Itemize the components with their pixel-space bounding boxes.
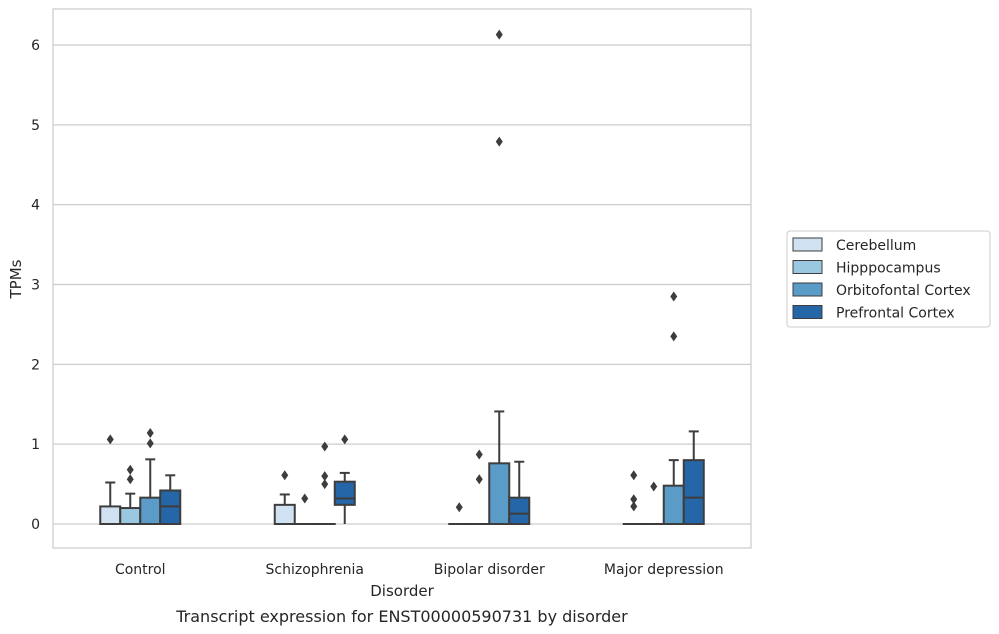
y-tick-label: 3: [31, 278, 40, 294]
plot-frame: [52, 8, 752, 549]
box-body: [508, 496, 531, 525]
y-axis-label: TPMs: [7, 259, 25, 299]
box-prefrontal-cortex: [333, 434, 356, 524]
outlier-point: [495, 29, 503, 40]
box-body: [99, 505, 122, 526]
outlier-point: [146, 438, 154, 449]
box-body: [333, 480, 356, 506]
outlier-point: [630, 494, 638, 505]
box-body: [682, 459, 705, 525]
outlier-point: [670, 291, 678, 302]
box-body: [662, 484, 685, 525]
legend-swatch: [792, 305, 823, 319]
chart-caption: Transcript expression for ENST0000059073…: [175, 607, 628, 626]
outlier-point: [281, 470, 289, 481]
x-axis-label: Disorder: [370, 582, 434, 600]
legend-swatch: [792, 282, 823, 297]
gridlines: [53, 44, 751, 525]
x-tick-label: Major depression: [604, 562, 724, 578]
box-prefrontal-cortex: [508, 460, 531, 525]
box-body: [139, 496, 162, 525]
y-tick-labels: 0 1 2 3 4 5 6: [31, 38, 40, 533]
outlier-point: [495, 136, 503, 147]
outlier-point: [146, 427, 154, 438]
box-orbitofontal-cortex: [313, 441, 336, 526]
box-hipppocampus: [642, 481, 665, 526]
outlier-point: [106, 434, 114, 445]
legend-label: Cerebellum: [836, 238, 916, 254]
box-hipppocampus: [293, 493, 316, 526]
y-tick-label: 4: [31, 198, 40, 214]
x-tick-label: Schizophrenia: [266, 562, 364, 578]
box-orbitofontal-cortex: [139, 427, 162, 525]
box-body: [119, 507, 142, 525]
y-tick-label: 1: [31, 437, 40, 453]
legend-label: Orbitofontal Cortex: [836, 283, 971, 299]
outlier-point: [301, 493, 309, 504]
box-body: [488, 462, 511, 525]
legend-frame: [786, 230, 991, 328]
legend-label: Hipppocampus: [836, 261, 941, 277]
y-tick-label: 5: [31, 118, 40, 134]
legend: Cerebellum Hipppocampus Orbitofontal Corte…: [786, 230, 991, 328]
box-orbitofontal-cortex: [488, 29, 511, 525]
legend-swatch: [792, 260, 823, 274]
y-tick-label: 2: [31, 357, 40, 373]
outlier-point: [670, 331, 678, 342]
outlier-point: [630, 470, 638, 481]
outlier-point: [126, 474, 134, 485]
outlier-point: [341, 434, 349, 445]
box-prefrontal-cortex: [682, 430, 705, 525]
box-prefrontal-cortex: [159, 474, 182, 525]
outlier-point: [475, 474, 483, 485]
x-tick-labels: Control Schizophrenia Bipolar disorder Majo…: [115, 562, 724, 578]
outlier-point: [321, 479, 329, 490]
outlier-point: [630, 501, 638, 512]
box-groups: [99, 29, 705, 526]
outlier-point: [650, 481, 658, 492]
outlier-point: [321, 441, 329, 452]
box-cerebellum: [273, 470, 296, 525]
legend-swatch: [792, 237, 823, 252]
outlier-point: [455, 502, 463, 513]
outlier-point: [126, 464, 134, 475]
y-tick-label: 6: [31, 38, 40, 54]
y-tick-label: 0: [31, 517, 40, 533]
box-hipppocampus: [119, 464, 142, 525]
x-tick-label: Bipolar disorder: [434, 562, 545, 578]
outlier-point: [475, 449, 483, 460]
box-body: [273, 503, 296, 525]
legend-label: Prefrontal Cortex: [836, 306, 955, 322]
plot-area: [53, 9, 751, 548]
x-tick-label: Control: [115, 562, 166, 578]
box-orbitofontal-cortex: [662, 291, 685, 525]
outlier-point: [321, 471, 329, 482]
